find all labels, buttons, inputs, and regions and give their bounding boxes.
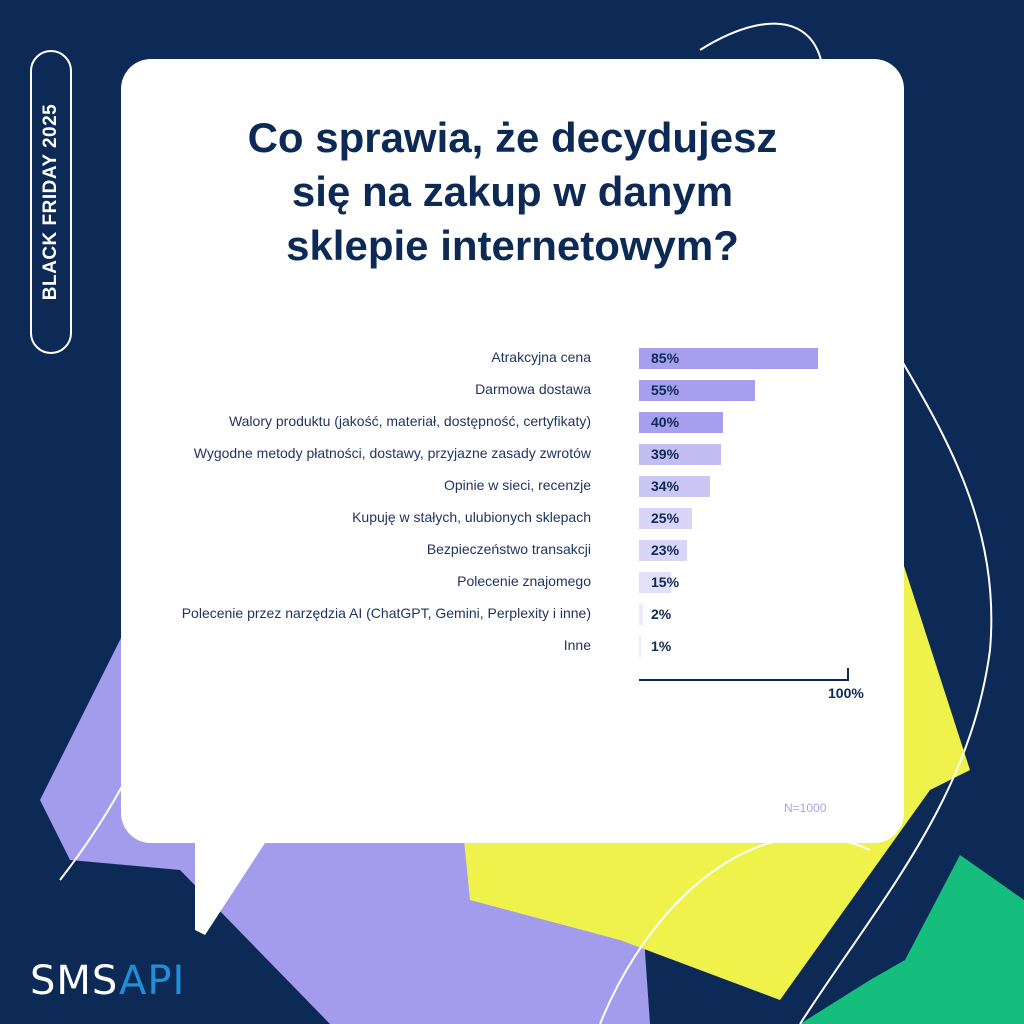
bar: [639, 636, 642, 657]
category-label: Opinie w sieci, recenzje: [443, 477, 591, 493]
category-label: Polecenie znajomego: [457, 573, 591, 589]
bar: [639, 572, 671, 593]
value-label: 23%: [651, 542, 680, 558]
category-label: Polecenie przez narzędzia AI (ChatGPT, G…: [181, 605, 591, 621]
value-label: 25%: [651, 510, 680, 526]
badge-text: BLACK FRIDAY 2025: [40, 103, 61, 301]
chart-title: Co sprawia, że decydujesz się na zakup w…: [121, 111, 904, 273]
category-label: Kupuję w stałych, ulubionych sklepach: [352, 509, 591, 525]
logo-part2: API: [119, 958, 186, 1004]
bar: [639, 508, 692, 529]
decorative-line: [699, 22, 993, 1024]
green-shape: [800, 855, 1024, 1024]
bar: [639, 540, 688, 561]
title-line: się na zakup w danym: [291, 168, 734, 215]
category-label: Inne: [563, 637, 591, 653]
bar: [639, 412, 723, 433]
category-label: Darmowa dostawa: [475, 381, 591, 397]
category-label: Bezpieczeństwo transakcji: [426, 541, 591, 557]
sample-size-note: N=1000: [784, 801, 827, 815]
black-friday-badge: BLACK FRIDAY 2025: [30, 50, 72, 354]
category-label: Walory produktu (jakość, materiał, dostę…: [228, 413, 591, 429]
chart-card: Co sprawia, że decydujesz się na zakup w…: [121, 59, 904, 843]
bar: [639, 380, 755, 401]
bar: [639, 604, 644, 625]
bar: [639, 444, 721, 465]
title-line: Co sprawia, że decydujesz: [247, 114, 778, 161]
bar: [639, 476, 711, 497]
logo-part1: SMS: [30, 958, 120, 1004]
bar: [639, 348, 818, 369]
x-axis-end-tick: [847, 668, 849, 681]
value-label: 34%: [651, 478, 680, 494]
value-label: 39%: [651, 446, 680, 462]
value-label: 2%: [651, 606, 672, 622]
card-tail: [195, 820, 280, 935]
category-label: Atrakcyjna cena: [491, 349, 591, 365]
x-axis-label: 100%: [828, 685, 864, 701]
value-label: 85%: [651, 350, 680, 366]
value-label: 1%: [651, 638, 672, 654]
value-label: 40%: [651, 414, 680, 430]
title-line: sklepie internetowym?: [286, 222, 739, 269]
smsapi-logo: SMSAPI: [30, 958, 185, 1004]
x-axis: [639, 679, 849, 681]
value-label: 15%: [651, 574, 680, 590]
category-label: Wygodne metody płatności, dostawy, przyj…: [193, 445, 591, 461]
value-label: 55%: [651, 382, 680, 398]
